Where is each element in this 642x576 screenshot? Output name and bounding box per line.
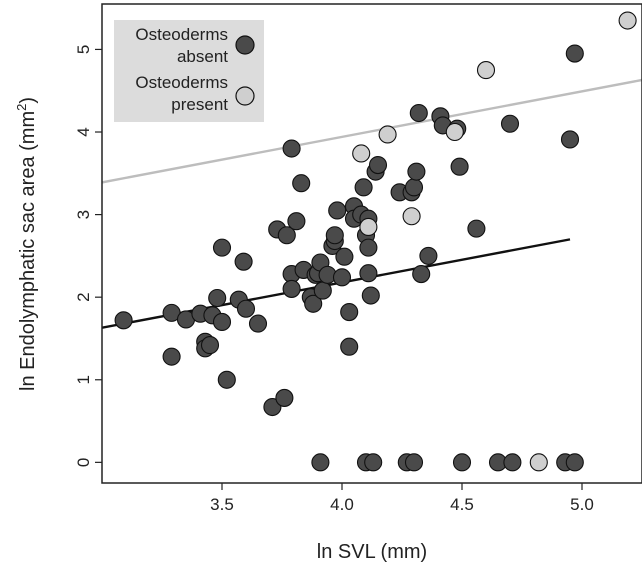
y-axis-label-superscript: 2 xyxy=(14,104,29,111)
point-osteoderms-absent xyxy=(208,288,227,308)
x-tick-label: 4.5 xyxy=(450,495,474,514)
x-tick-label: 4.0 xyxy=(330,495,354,514)
point-osteoderms-absent xyxy=(340,337,359,356)
plot-frame xyxy=(101,3,642,484)
y-tick-label: 3 xyxy=(74,210,93,219)
point-osteoderms-absent xyxy=(275,388,294,407)
point-osteoderms-absent xyxy=(325,226,344,245)
point-osteoderms-absent xyxy=(313,281,332,300)
point-osteoderms-absent xyxy=(282,139,301,158)
point-osteoderms-absent xyxy=(287,212,306,231)
point-osteoderms-absent xyxy=(304,294,323,313)
point-osteoderms-absent xyxy=(277,226,296,245)
point-osteoderms-absent xyxy=(282,279,301,298)
x-axis-label: ln SVL (mm) xyxy=(317,541,427,563)
y-axis-label-close: ) xyxy=(17,97,39,104)
point-osteoderms-absent xyxy=(404,178,424,197)
point-osteoderms-absent xyxy=(212,238,232,257)
point-osteoderms-absent xyxy=(409,103,428,123)
legend-label-present-line1: Osteoderms xyxy=(135,73,228,92)
legend-label-present-line2: present xyxy=(171,95,228,114)
x-tick-label: 5.0 xyxy=(570,495,594,514)
point-osteoderms-absent xyxy=(565,44,584,63)
point-osteoderms-absent xyxy=(503,453,522,472)
point-osteoderms-absent xyxy=(450,157,469,176)
point-osteoderms-absent xyxy=(114,311,133,330)
point-osteoderms-absent xyxy=(452,453,472,472)
legend: Osteoderms absent Osteoderms present xyxy=(114,20,264,122)
point-osteoderms-absent xyxy=(404,453,424,472)
point-osteoderms-present xyxy=(402,207,421,226)
y-axis-label: ln Endolymphatic sac area (mm2) xyxy=(14,97,39,391)
point-osteoderms-absent xyxy=(359,264,378,283)
legend-marker-absent xyxy=(235,35,255,55)
y-tick-label: 1 xyxy=(74,375,93,384)
legend-box xyxy=(114,20,264,122)
y-tick-label: 4 xyxy=(74,127,93,136)
point-osteoderms-absent xyxy=(560,130,580,149)
point-osteoderms-absent xyxy=(364,453,383,472)
point-osteoderms-absent xyxy=(359,238,378,257)
y-axis-label-main: ln Endolymphatic sac area (mm xyxy=(17,111,39,391)
data-points xyxy=(114,11,637,472)
trend-line-present xyxy=(102,78,642,184)
point-osteoderms-absent xyxy=(361,286,380,305)
point-osteoderms-present xyxy=(359,217,378,237)
point-osteoderms-absent xyxy=(412,265,431,284)
legend-label-absent-line2: absent xyxy=(177,47,228,66)
point-osteoderms-present xyxy=(352,144,371,163)
x-axis: 3.5 4.0 4.5 5.0 xyxy=(210,483,594,514)
point-osteoderms-absent xyxy=(340,302,359,322)
point-osteoderms-present xyxy=(476,61,496,80)
point-osteoderms-absent xyxy=(311,453,330,472)
point-osteoderms-absent xyxy=(212,312,232,332)
point-osteoderms-absent xyxy=(354,178,373,197)
point-osteoderms-absent xyxy=(332,268,352,287)
point-osteoderms-absent xyxy=(407,162,426,181)
y-tick-label: 0 xyxy=(74,458,93,467)
point-osteoderms-absent xyxy=(248,314,268,333)
point-osteoderms-absent xyxy=(368,155,388,175)
point-osteoderms-absent xyxy=(328,201,347,220)
x-tick-label: 3.5 xyxy=(210,495,234,514)
point-osteoderms-absent xyxy=(467,219,486,238)
point-osteoderms-absent xyxy=(500,114,520,133)
point-osteoderms-absent xyxy=(263,397,282,417)
point-osteoderms-absent xyxy=(419,246,438,265)
point-osteoderms-present xyxy=(445,122,464,142)
point-osteoderms-absent xyxy=(565,453,584,472)
point-osteoderms-present xyxy=(529,453,548,472)
point-osteoderms-absent xyxy=(236,299,256,318)
point-osteoderms-absent xyxy=(292,174,311,193)
point-osteoderms-absent xyxy=(217,370,236,389)
y-tick-label: 2 xyxy=(74,292,93,301)
point-osteoderms-absent xyxy=(200,336,220,355)
point-osteoderms-present xyxy=(378,125,397,144)
y-tick-label: 5 xyxy=(74,45,93,54)
point-osteoderms-present xyxy=(618,11,637,30)
point-osteoderms-absent xyxy=(162,347,181,366)
point-osteoderms-absent xyxy=(335,247,354,266)
legend-label-absent-line1: Osteoderms xyxy=(135,25,228,44)
legend-marker-present xyxy=(235,86,255,106)
point-osteoderms-absent xyxy=(234,252,253,271)
y-axis: 0 1 2 3 4 5 xyxy=(74,45,102,467)
